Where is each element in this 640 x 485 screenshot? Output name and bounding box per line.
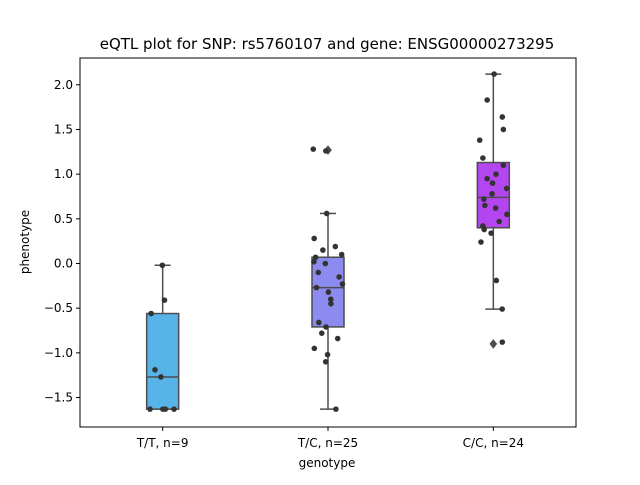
data-point xyxy=(334,335,341,342)
data-point xyxy=(488,230,494,236)
y-tick-label: 0.5 xyxy=(54,212,73,226)
data-point xyxy=(499,339,506,345)
data-point xyxy=(315,269,322,276)
data-point xyxy=(323,210,330,217)
data-point xyxy=(503,185,510,192)
data-point xyxy=(339,281,346,287)
data-point xyxy=(481,196,487,202)
data-point xyxy=(500,162,507,169)
data-point xyxy=(333,406,339,412)
data-point xyxy=(496,218,502,225)
data-point xyxy=(311,345,318,352)
data-point xyxy=(147,406,153,412)
data-point xyxy=(325,289,332,295)
data-point xyxy=(491,71,497,77)
data-point xyxy=(328,296,334,303)
data-point xyxy=(492,205,499,211)
y-tick-label: −0.5 xyxy=(44,301,73,315)
data-point xyxy=(336,274,342,280)
y-tick-label: 1.5 xyxy=(54,122,73,136)
data-point xyxy=(478,239,484,245)
data-point xyxy=(493,171,499,177)
outlier xyxy=(489,339,498,349)
plot-layer: −1.5 −1.0 −0.5 0.0 0.5 1.0 1.5 2.0 T/T, n=9 T/C, … xyxy=(44,71,524,450)
data-point xyxy=(338,251,345,258)
data-point xyxy=(161,297,168,303)
chart-title: eQTL plot for SNP: rs5760107 and gene: E… xyxy=(100,35,555,53)
box xyxy=(145,312,180,410)
data-point xyxy=(158,374,164,380)
data-point xyxy=(159,262,166,269)
data-point xyxy=(148,310,154,317)
data-point xyxy=(499,114,506,120)
data-point xyxy=(482,202,488,209)
data-point xyxy=(322,358,329,365)
data-point xyxy=(493,277,500,284)
data-point xyxy=(476,137,483,143)
x-axis-label: genotype xyxy=(299,456,356,470)
data-point xyxy=(312,254,319,261)
data-point xyxy=(481,226,487,233)
data-point xyxy=(489,180,496,186)
data-point xyxy=(323,324,329,330)
data-point xyxy=(313,284,320,291)
data-point xyxy=(316,319,322,326)
data-point xyxy=(310,146,317,152)
y-tick-label: 0.0 xyxy=(54,256,73,270)
data-point xyxy=(489,191,495,197)
data-point xyxy=(171,406,177,412)
y-tick-label: −1.0 xyxy=(44,346,73,360)
data-point xyxy=(324,351,331,358)
data-point xyxy=(499,306,505,312)
data-point xyxy=(484,175,490,182)
data-point xyxy=(320,247,326,253)
data-point xyxy=(152,367,158,373)
plot-frame xyxy=(79,57,577,428)
data-point xyxy=(323,148,329,154)
y-axis-label: phenotype xyxy=(18,210,32,274)
y-tick-label: 1.0 xyxy=(54,167,73,181)
y-tick-label: 2.0 xyxy=(54,78,73,92)
data-point xyxy=(328,300,334,307)
data-point xyxy=(318,330,325,336)
y-tick-label: −1.5 xyxy=(44,391,73,405)
data-point xyxy=(162,406,169,412)
data-point xyxy=(311,235,317,242)
data-point xyxy=(311,258,317,265)
x-tick-label: T/T, n=9 xyxy=(136,436,189,450)
data-point xyxy=(500,126,507,133)
data-point xyxy=(322,260,329,267)
data-point xyxy=(484,97,490,103)
x-tick-label: T/C, n=25 xyxy=(297,436,358,450)
data-point xyxy=(480,155,486,161)
data-point xyxy=(332,243,339,250)
x-tick-label: C/C, n=24 xyxy=(463,436,524,450)
data-point xyxy=(504,211,510,218)
